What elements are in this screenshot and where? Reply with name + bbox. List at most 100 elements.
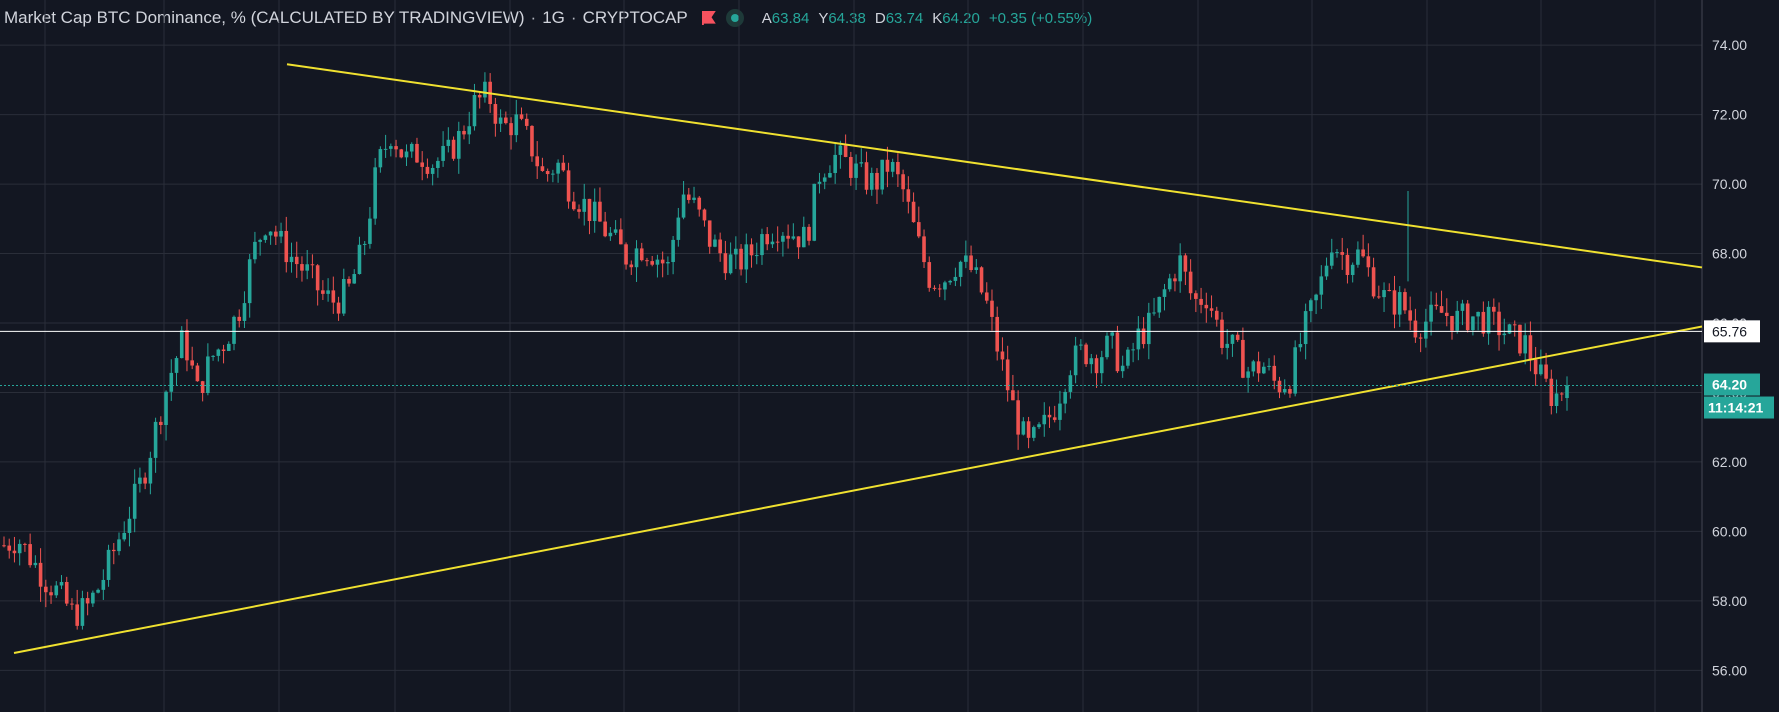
- candle-body: [571, 201, 576, 210]
- candle-body: [1481, 311, 1486, 334]
- candle-body: [321, 290, 325, 294]
- candle-body: [901, 174, 905, 190]
- candle-body: [164, 391, 168, 426]
- candle-body: [1173, 278, 1177, 282]
- candle-body: [1471, 316, 1475, 331]
- candle-body: [707, 220, 712, 247]
- candle-body: [890, 161, 895, 172]
- hline-price-tag: [1704, 320, 1760, 343]
- candle-body: [477, 94, 482, 98]
- trendline: [286, 63, 1703, 269]
- candle-body: [284, 230, 289, 263]
- candle-body: [404, 151, 409, 158]
- candle-body: [1518, 324, 1522, 354]
- candle-body: [179, 330, 184, 359]
- candle-body: [822, 177, 827, 182]
- candle-body: [279, 230, 283, 237]
- price-tick-label: 58.00: [1712, 593, 1747, 609]
- candle-body: [1319, 276, 1324, 295]
- candle-body: [1000, 351, 1005, 360]
- candle-body: [190, 360, 194, 366]
- candle-body: [812, 183, 817, 241]
- legend-separator: ·: [530, 8, 537, 27]
- candle-body: [922, 236, 926, 263]
- symbol-title[interactable]: Market Cap BTC Dominance, % (CALCULATED …: [4, 8, 525, 27]
- candle-body: [389, 146, 393, 149]
- candle-body: [1324, 265, 1329, 277]
- candle-body: [242, 303, 247, 321]
- candle-body: [357, 244, 362, 275]
- candle-body: [514, 114, 519, 136]
- candle-body: [1272, 365, 1277, 381]
- price-tick-label: 56.00: [1712, 662, 1747, 678]
- candle-body: [1157, 296, 1162, 313]
- candle-body: [1387, 290, 1392, 292]
- candle-body: [880, 159, 885, 190]
- candle-body: [362, 243, 367, 245]
- candle-body: [760, 234, 764, 256]
- candle-body: [1251, 361, 1256, 372]
- candle-body: [624, 244, 628, 265]
- candle-body: [990, 300, 994, 317]
- candle-body: [169, 372, 174, 392]
- candle-body: [446, 139, 451, 146]
- candle-body: [1329, 252, 1334, 266]
- candle-body: [1214, 310, 1219, 320]
- candle-body: [352, 274, 357, 284]
- candle-body: [995, 316, 1000, 352]
- candle-body: [1507, 324, 1512, 334]
- candle-body: [305, 264, 309, 271]
- candle-body: [1094, 358, 1099, 374]
- candle-body: [1183, 255, 1188, 272]
- candle-body: [786, 235, 790, 239]
- candle-body: [932, 287, 937, 289]
- candle-body: [80, 598, 85, 626]
- candle-body: [1403, 292, 1407, 311]
- interval-label[interactable]: 1G: [542, 8, 565, 27]
- candle-body: [1340, 252, 1345, 255]
- candle-body: [472, 94, 477, 127]
- candle-body: [1162, 289, 1167, 297]
- candle-body: [519, 114, 524, 119]
- candle-body: [1079, 344, 1083, 346]
- candle-body: [807, 226, 811, 241]
- candle-body: [138, 477, 142, 484]
- candle-body: [676, 217, 681, 240]
- candle-body: [718, 239, 722, 254]
- price-tick-label: 74.00: [1712, 37, 1747, 53]
- candle-body: [896, 161, 900, 175]
- candle-body: [237, 316, 242, 321]
- candle-body: [613, 229, 618, 233]
- candle-body: [1005, 359, 1010, 391]
- candle-body: [174, 358, 179, 373]
- candle-body: [906, 189, 911, 202]
- candle-body: [1350, 264, 1355, 275]
- candle-body: [274, 231, 278, 237]
- candle-body: [1533, 359, 1538, 375]
- last-price-tag: [1704, 373, 1760, 396]
- candle-body: [1418, 337, 1423, 339]
- candle-body: [111, 549, 116, 552]
- candle-body: [1032, 427, 1036, 438]
- candle-body: [801, 226, 806, 248]
- candle-body: [493, 104, 498, 124]
- candle-body: [28, 544, 32, 566]
- candle-body: [1204, 304, 1209, 309]
- candle-body: [660, 259, 665, 264]
- candle-body: [1413, 320, 1418, 338]
- candle-body: [378, 149, 383, 168]
- candle-body: [38, 562, 43, 587]
- candle-body: [1026, 421, 1031, 438]
- candle-body: [1345, 254, 1350, 275]
- price-tick-label: 72.00: [1712, 107, 1747, 123]
- legend-separator: ·: [570, 8, 577, 27]
- candle-body: [1361, 249, 1365, 257]
- candle-body: [253, 241, 257, 260]
- candle-body: [1084, 344, 1088, 365]
- candle-body: [843, 145, 848, 157]
- candle-body: [1460, 303, 1465, 311]
- candle-body: [566, 170, 571, 202]
- candle-body: [1356, 249, 1360, 265]
- candle-body: [734, 248, 738, 255]
